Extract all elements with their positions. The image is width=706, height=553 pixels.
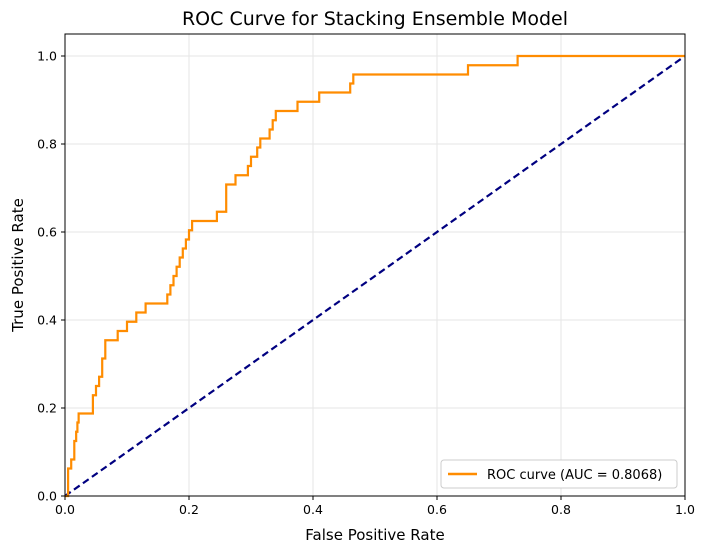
x-tick-label: 1.0: [675, 502, 695, 517]
x-tick-label: 0.4: [303, 502, 323, 517]
x-tick-label: 0.0: [55, 502, 75, 517]
legend: ROC curve (AUC = 0.8068): [440, 459, 678, 489]
x-tick-label: 0.6: [427, 502, 447, 517]
x-tick-label: 0.8: [551, 502, 571, 517]
plot-frame: [64, 33, 686, 497]
roc-curve-line: [65, 54, 685, 498]
y-tick-label: 0.8: [37, 137, 57, 152]
legend-label-roc: ROC curve (AUC = 0.8068): [487, 468, 662, 483]
x-tick-label: 0.2: [179, 502, 199, 517]
legend-box: [440, 459, 678, 489]
y-tick-label: 0.0: [37, 489, 57, 504]
x-axis-label: False Positive Rate: [305, 526, 444, 544]
y-axis-label: True Positive Rate: [9, 198, 27, 333]
axis-ticks: 0.0 0.2 0.4 0.6 0.8 1.0 0.0 0.2 0.4 0.6 0.8 1.0: [37, 49, 695, 518]
grid: [64, 34, 686, 497]
plot-series: [64, 54, 686, 498]
y-tick-label: 1.0: [37, 49, 57, 64]
chart-title: ROC Curve for Stacking Ensemble Model: [182, 8, 568, 30]
y-tick-label: 0.4: [37, 313, 57, 328]
y-tick-label: 0.2: [37, 401, 57, 416]
y-tick-label: 0.6: [37, 225, 57, 240]
random-baseline-line: [64, 55, 686, 497]
